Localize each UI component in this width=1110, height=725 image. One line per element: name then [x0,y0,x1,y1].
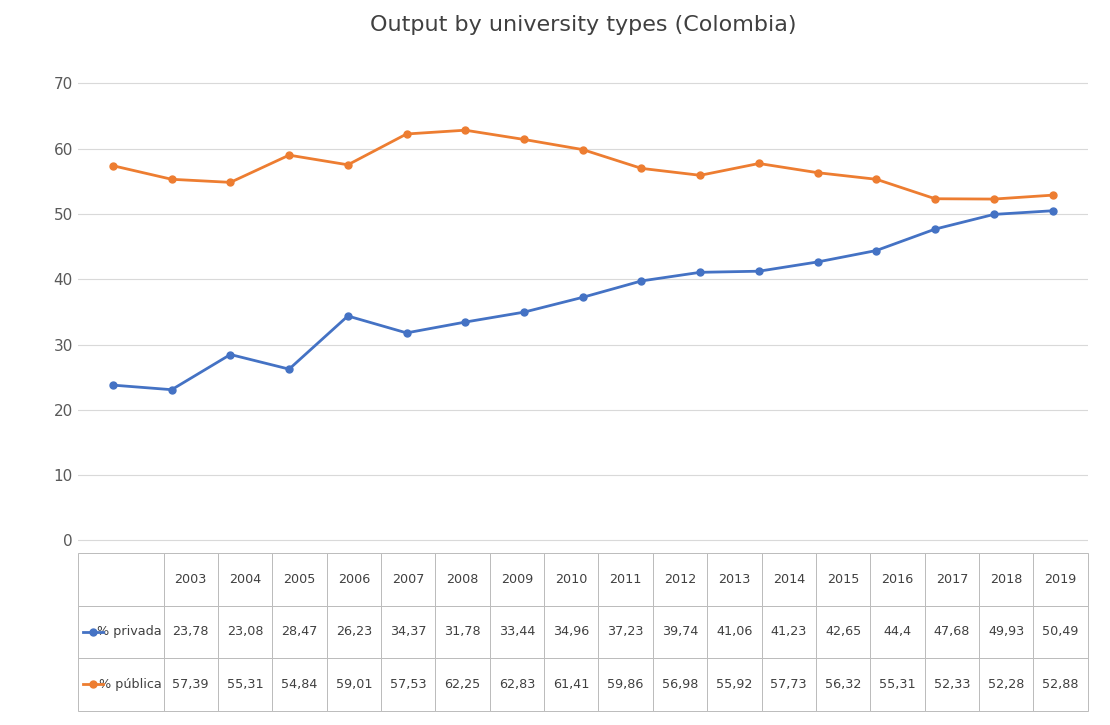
Title: Output by university types (Colombia): Output by university types (Colombia) [370,15,796,36]
Text: % pública: % pública [99,678,162,691]
Text: % privada: % privada [97,626,162,639]
